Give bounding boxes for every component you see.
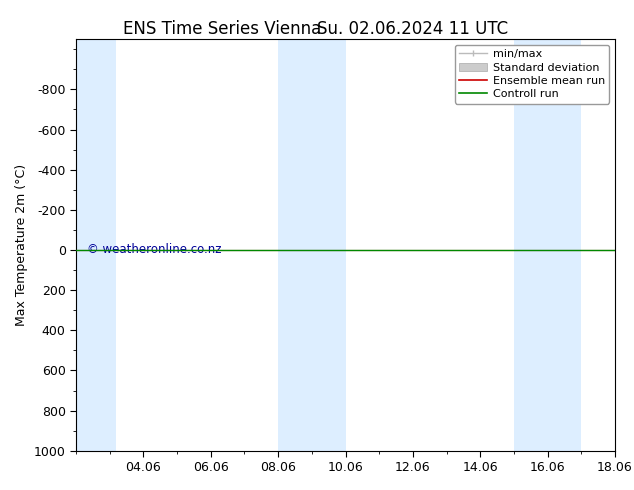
Bar bbox=[548, 39, 581, 451]
Text: Su. 02.06.2024 11 UTC: Su. 02.06.2024 11 UTC bbox=[316, 20, 508, 38]
Bar bbox=[76, 39, 117, 451]
Legend: min/max, Standard deviation, Ensemble mean run, Controll run: min/max, Standard deviation, Ensemble me… bbox=[455, 45, 609, 104]
Bar bbox=[514, 39, 548, 451]
Text: © weatheronline.co.nz: © weatheronline.co.nz bbox=[87, 243, 221, 256]
Bar bbox=[278, 39, 346, 451]
Text: ENS Time Series Vienna: ENS Time Series Vienna bbox=[123, 20, 321, 38]
Y-axis label: Max Temperature 2m (°C): Max Temperature 2m (°C) bbox=[15, 164, 29, 326]
